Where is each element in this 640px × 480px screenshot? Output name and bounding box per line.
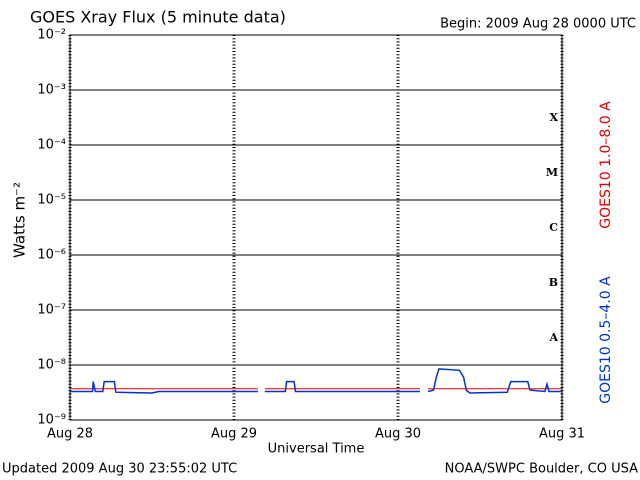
flare-class-label: M (546, 166, 558, 179)
footer-left: Updated 2009 Aug 30 23:55:02 UTC (2, 462, 237, 477)
x-tick-label: Aug 29 (211, 427, 257, 442)
flare-class-label: X (549, 111, 558, 124)
y-tick-label: 10⁻⁸ (37, 358, 66, 373)
x-tick-label: Aug 30 (375, 427, 421, 442)
y-tick-label: 10⁻² (37, 28, 66, 43)
x-axis-label: Universal Time (268, 442, 365, 457)
y-tick-label: 10⁻⁶ (37, 248, 66, 263)
y-tick-label: 10⁻⁷ (37, 303, 66, 318)
x-tick-label: Aug 31 (539, 427, 585, 442)
flare-class-label: B (549, 276, 558, 289)
chart-subtitle: Begin: 2009 Aug 28 0000 UTC (440, 17, 636, 32)
plot-frame (69, 34, 563, 421)
y-tick-label: 10⁻⁴ (37, 138, 66, 153)
y-tick-label: 10⁻³ (37, 83, 66, 98)
legend-label: GOES10 1.0–8.0 A (598, 101, 614, 229)
x-tick-label: Aug 28 (47, 427, 93, 442)
footer-right: NOAA/SWPC Boulder, CO USA (445, 462, 638, 477)
y-tick-label: 10⁻⁵ (37, 193, 66, 208)
y-tick-label: 10⁻⁹ (37, 413, 66, 428)
chart-title: GOES Xray Flux (5 minute data) (30, 8, 286, 27)
legend-label: GOES10 0.5–4.0 A (598, 276, 614, 404)
flare-class-label: C (549, 221, 558, 234)
flare-class-label: A (548, 331, 558, 344)
series-line (70, 368, 562, 394)
y-axis-label: Watts m⁻² (11, 182, 29, 258)
